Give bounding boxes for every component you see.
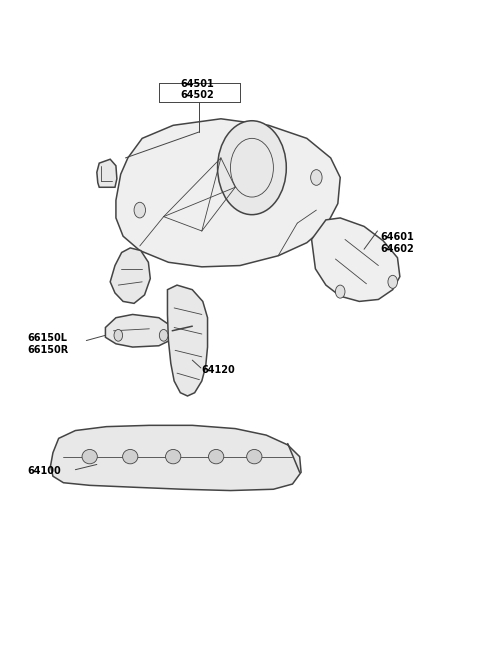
Ellipse shape	[247, 449, 262, 464]
Circle shape	[311, 170, 322, 185]
Polygon shape	[97, 159, 117, 187]
Polygon shape	[168, 285, 207, 396]
Polygon shape	[50, 425, 301, 491]
Circle shape	[159, 329, 168, 341]
Text: 64100: 64100	[28, 466, 61, 476]
Ellipse shape	[208, 449, 224, 464]
Circle shape	[388, 275, 397, 288]
Text: 66150L
66150R: 66150L 66150R	[28, 333, 69, 354]
Circle shape	[217, 121, 286, 215]
Polygon shape	[116, 119, 340, 267]
Polygon shape	[312, 218, 400, 301]
Circle shape	[230, 138, 274, 197]
Polygon shape	[110, 248, 150, 303]
Ellipse shape	[166, 449, 181, 464]
Ellipse shape	[82, 449, 97, 464]
Text: 64501
64502: 64501 64502	[180, 79, 214, 100]
Text: 64601
64602: 64601 64602	[381, 232, 415, 253]
Circle shape	[114, 329, 122, 341]
Text: 64120: 64120	[202, 365, 236, 375]
Polygon shape	[106, 314, 173, 347]
Circle shape	[134, 202, 145, 218]
Ellipse shape	[122, 449, 138, 464]
Circle shape	[336, 285, 345, 298]
